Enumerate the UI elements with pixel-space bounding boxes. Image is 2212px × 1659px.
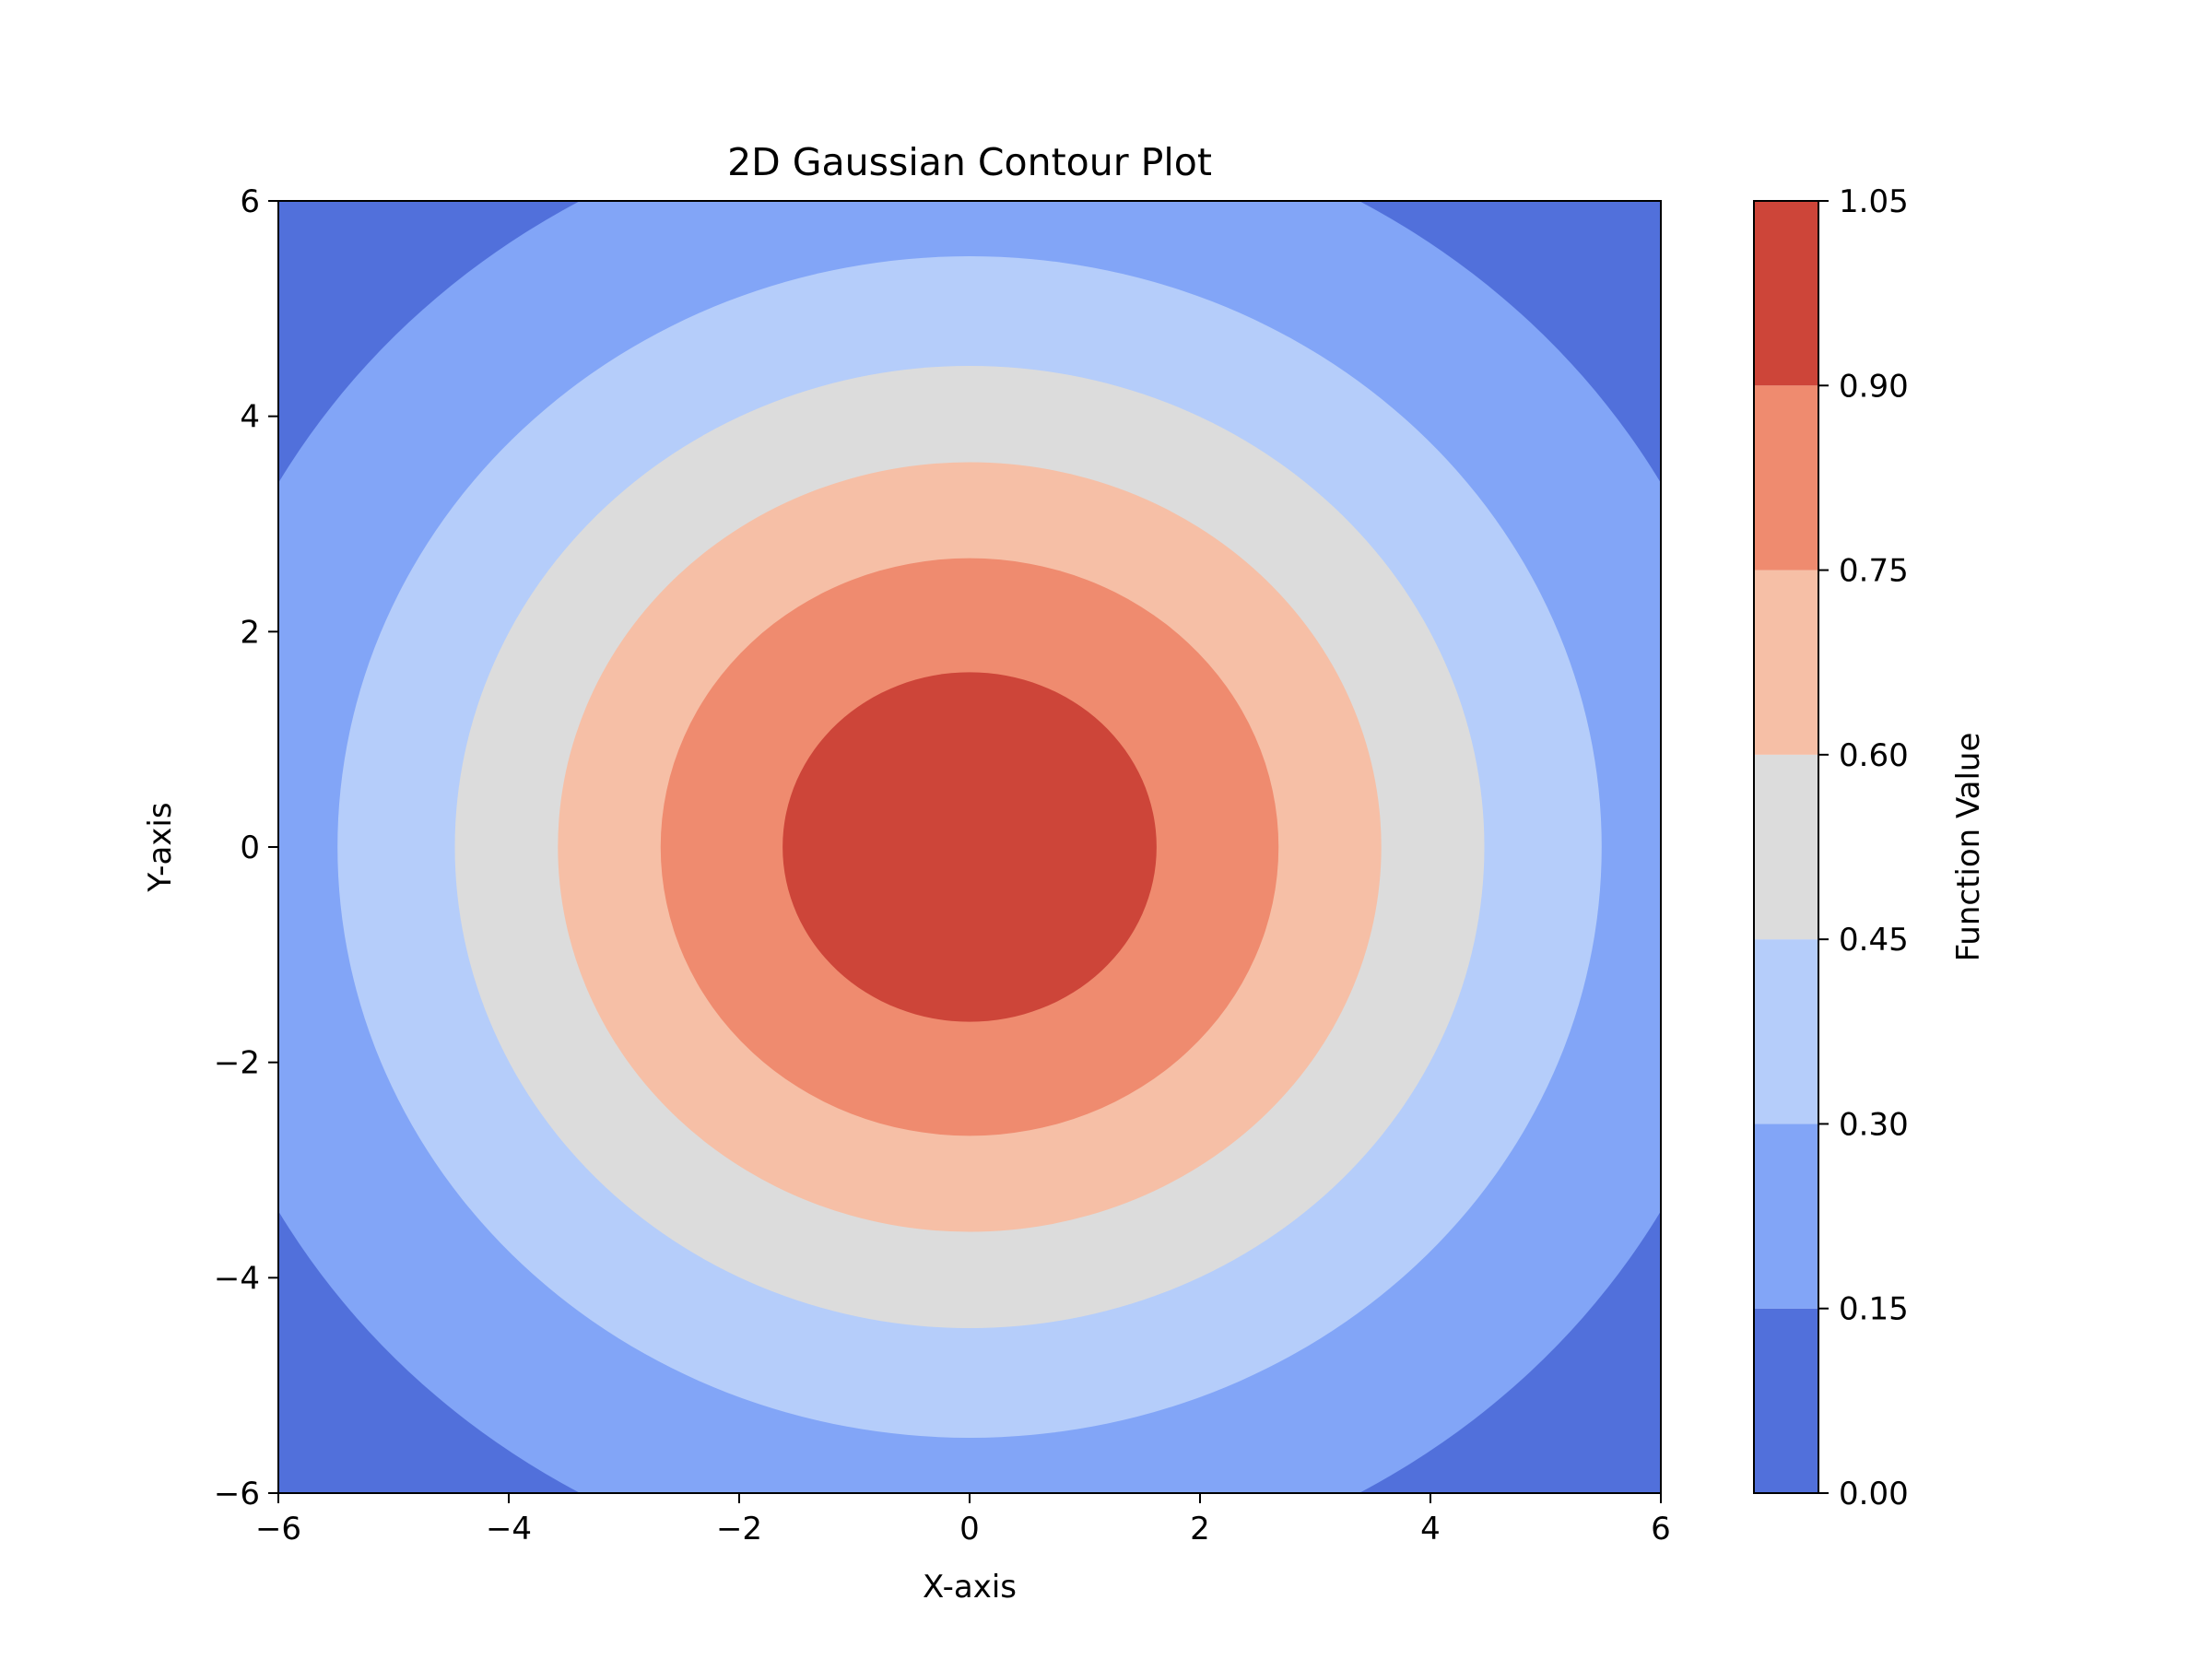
x-axis-ticks: −6 −4 −2 0 2 4 6 xyxy=(255,1493,1671,1547)
y-tick-label: −2 xyxy=(214,1045,260,1082)
contour-band-6 xyxy=(782,672,1157,1022)
chart-title: 2D Gaussian Contour Plot xyxy=(727,140,1212,184)
x-tick-label: −6 xyxy=(255,1511,301,1547)
colorbar-tick-label: 0.15 xyxy=(1839,1291,1909,1328)
colorbar-label: Function Value xyxy=(1950,733,1987,962)
colorbar-tick-label: 0.75 xyxy=(1839,553,1909,590)
colorbar-segment-1 xyxy=(1754,1124,1818,1309)
x-axis-label: X-axis xyxy=(923,1569,1017,1606)
y-tick-label: 4 xyxy=(240,399,260,436)
y-tick-label: 2 xyxy=(240,614,260,651)
colorbar-segment-2 xyxy=(1754,939,1818,1124)
colorbar-tick-label: 1.05 xyxy=(1839,183,1909,220)
colorbar-ticks: 0.00 0.15 0.30 0.45 0.60 0.75 0.90 1.05 xyxy=(1818,183,1909,1512)
colorbar-segment-4 xyxy=(1754,570,1818,755)
x-tick-label: −4 xyxy=(486,1511,532,1547)
contour-bands xyxy=(278,201,1661,1493)
y-axis-ticks: −6 −4 −2 0 2 4 6 xyxy=(214,183,278,1512)
y-tick-label: −4 xyxy=(214,1260,260,1297)
colorbar-tick-label: 0.60 xyxy=(1839,737,1909,774)
y-tick-label: −6 xyxy=(214,1476,260,1512)
colorbar-segment-6 xyxy=(1754,201,1818,386)
x-tick-label: 6 xyxy=(1651,1511,1671,1547)
colorbar xyxy=(1754,201,1818,1493)
colorbar-tick-label: 0.30 xyxy=(1839,1106,1909,1143)
x-tick-label: −2 xyxy=(716,1511,762,1547)
x-tick-label: 2 xyxy=(1190,1511,1210,1547)
x-tick-label: 0 xyxy=(959,1511,980,1547)
colorbar-segment-5 xyxy=(1754,385,1818,571)
y-tick-label: 6 xyxy=(240,183,260,220)
colorbar-segment-3 xyxy=(1754,754,1818,940)
y-axis-label: Y-axis xyxy=(142,802,179,892)
colorbar-tick-label: 0.00 xyxy=(1839,1476,1909,1512)
x-tick-label: 4 xyxy=(1420,1511,1441,1547)
colorbar-frame xyxy=(1753,200,1819,1494)
y-tick-label: 0 xyxy=(240,830,260,866)
colorbar-segment-0 xyxy=(1754,1308,1818,1493)
colorbar-tick-label: 0.90 xyxy=(1839,368,1909,405)
colorbar-tick-label: 0.45 xyxy=(1839,922,1909,959)
